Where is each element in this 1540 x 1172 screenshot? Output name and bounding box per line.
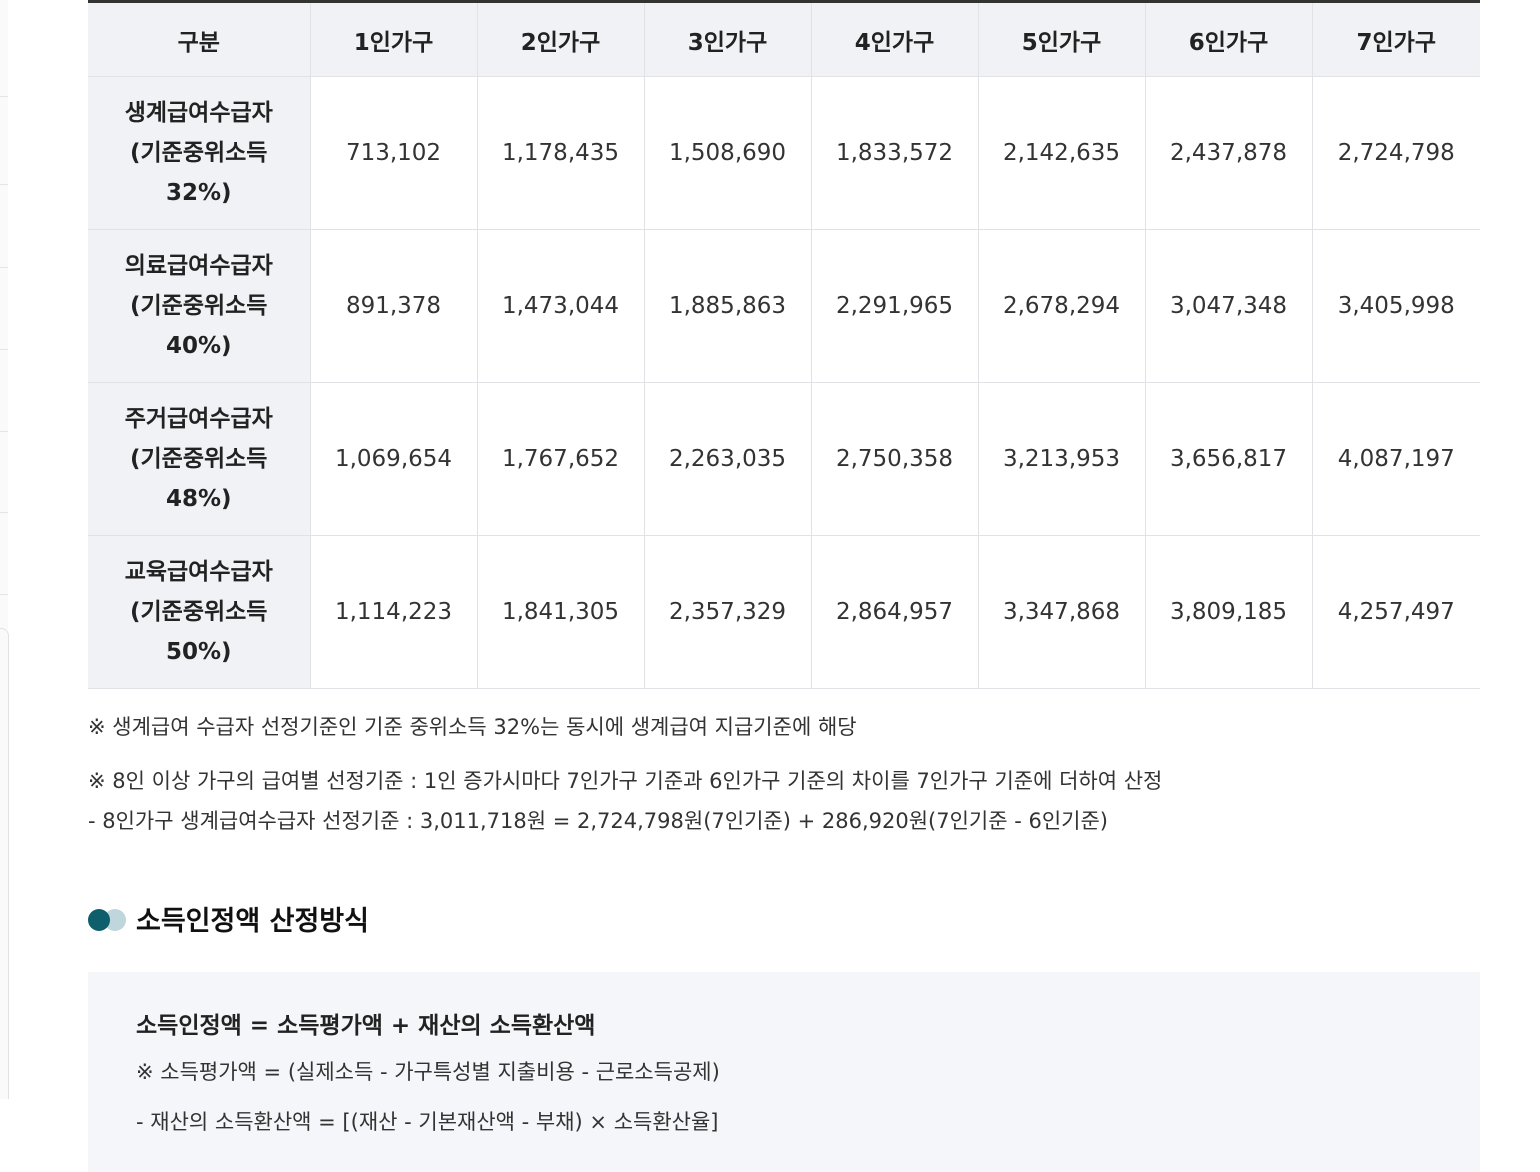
formula-note-secondary: - 재산의 소득환산액 = [(재산 - 기본재산액 - 부채) × 소득환산율… <box>136 1110 719 1134</box>
row-header-line: (기준중위소득 <box>130 446 268 472</box>
table-row: 교육급여수급자 (기준중위소득 50%) 1,114,223 1,841,305… <box>88 535 1480 689</box>
row-header-line: 50%) <box>165 639 232 665</box>
row-header-line: (기준중위소득 <box>130 140 268 166</box>
table-cell: 1,178,435 <box>476 76 645 230</box>
bullet-dot-light <box>104 908 126 931</box>
section-bullet-icon <box>88 907 128 931</box>
table-cell: 3,047,348 <box>1144 229 1313 383</box>
row-header-line: 주거급여수급자 <box>124 406 273 432</box>
table-header-row: 구분 1인가구 2인가구 3인가구 4인가구 5인가구 6인가구 7인가구 <box>88 1 1480 77</box>
section-title: 소득인정액 산정방식 <box>136 906 369 937</box>
table-cell: 2,263,035 <box>643 382 812 536</box>
footnote-example: - 8인가구 생계급여수급자 선정기준 : 3,011,718원 = 2,724… <box>88 809 1108 833</box>
table-cell: 713,102 <box>309 76 478 230</box>
formula-note: ※ 소득평가액 = (실제소득 - 가구특성별 지출비용 - 근로소득공제) <box>136 1060 720 1084</box>
column-header-household: 1인가구 <box>309 1 478 77</box>
rail-divider <box>0 512 8 513</box>
row-header: 의료급여수급자 (기준중위소득 40%) <box>88 229 311 383</box>
table-cell: 1,767,652 <box>476 382 645 536</box>
table-cell: 1,114,223 <box>309 535 478 689</box>
table-cell: 1,508,690 <box>643 76 812 230</box>
table-cell: 3,213,953 <box>977 382 1146 536</box>
column-header-category: 구분 <box>88 1 311 77</box>
table-row: 주거급여수급자 (기준중위소득 48%) 1,069,654 1,767,652… <box>88 382 1480 536</box>
rail-divider <box>0 594 8 595</box>
table-cell: 2,750,358 <box>810 382 979 536</box>
table-cell: 3,656,817 <box>1144 382 1313 536</box>
bullet-dot-dark <box>88 908 110 931</box>
table-cell: 1,069,654 <box>309 382 478 536</box>
row-header-line: 32%) <box>165 180 232 206</box>
row-header: 주거급여수급자 (기준중위소득 48%) <box>88 382 311 536</box>
row-header-line: (기준중위소득 <box>130 293 268 319</box>
table-row: 의료급여수급자 (기준중위소득 40%) 891,378 1,473,044 1… <box>88 229 1480 383</box>
left-rail <box>0 0 8 1098</box>
row-header-line: (기준중위소득 <box>130 599 268 625</box>
column-header-household: 5인가구 <box>977 1 1146 77</box>
side-panel-edge <box>0 628 9 1099</box>
table-cell: 3,347,868 <box>977 535 1146 689</box>
column-header-household: 7인가구 <box>1311 1 1480 77</box>
table-cell: 2,142,635 <box>977 76 1146 230</box>
main-content: 구분 1인가구 2인가구 3인가구 4인가구 5인가구 6인가구 7인가구 생계… <box>88 0 1480 1172</box>
row-header-line: 48%) <box>165 486 232 512</box>
table-cell: 1,885,863 <box>643 229 812 383</box>
row-header-line: 40%) <box>165 333 232 359</box>
formula-main: 소득인정액 = 소득평가액 + 재산의 소득환산액 <box>136 1013 596 1039</box>
table-cell: 2,291,965 <box>810 229 979 383</box>
row-header: 생계급여수급자 (기준중위소득 32%) <box>88 76 311 230</box>
table-cell: 4,087,197 <box>1311 382 1480 536</box>
row-header-line: 생계급여수급자 <box>124 100 273 126</box>
table-cell: 2,357,329 <box>643 535 812 689</box>
footnote-livelihood: ※ 생계급여 수급자 선정기준인 기준 중위소득 32%는 동시에 생계급여 지… <box>88 715 857 739</box>
column-header-household: 6인가구 <box>1144 1 1313 77</box>
rail-divider <box>0 267 8 268</box>
table-row: 생계급여수급자 (기준중위소득 32%) 713,102 1,178,435 1… <box>88 76 1480 230</box>
row-header-line: 의료급여수급자 <box>124 253 273 279</box>
table-cell: 2,437,878 <box>1144 76 1313 230</box>
table-cell: 2,864,957 <box>810 535 979 689</box>
table-cell: 2,724,798 <box>1311 76 1480 230</box>
rail-divider <box>0 184 8 185</box>
table-cell: 2,678,294 <box>977 229 1146 383</box>
table-cell: 891,378 <box>309 229 478 383</box>
column-header-household: 4인가구 <box>810 1 979 77</box>
table-cell: 4,257,497 <box>1311 535 1480 689</box>
table-cell: 3,405,998 <box>1311 229 1480 383</box>
column-header-household: 2인가구 <box>476 1 645 77</box>
rail-divider <box>0 349 8 350</box>
table-cell: 1,833,572 <box>810 76 979 230</box>
formula-box: 소득인정액 = 소득평가액 + 재산의 소득환산액 ※ 소득평가액 = (실제소… <box>88 972 1480 1172</box>
rail-divider <box>0 96 8 97</box>
table-cell: 3,809,185 <box>1144 535 1313 689</box>
table-cell: 1,841,305 <box>476 535 645 689</box>
row-header: 교육급여수급자 (기준중위소득 50%) <box>88 535 311 689</box>
section-heading: 소득인정액 산정방식 <box>88 899 1480 938</box>
footnote-large-household: ※ 8인 이상 가구의 급여별 선정기준 : 1인 증가시마다 7인가구 기준과… <box>88 769 1163 793</box>
rail-divider <box>0 431 8 432</box>
table-cell: 1,473,044 <box>476 229 645 383</box>
column-header-household: 3인가구 <box>643 1 812 77</box>
selection-criteria-table: 구분 1인가구 2인가구 3인가구 4인가구 5인가구 6인가구 7인가구 생계… <box>88 0 1480 689</box>
row-header-line: 교육급여수급자 <box>124 559 273 585</box>
